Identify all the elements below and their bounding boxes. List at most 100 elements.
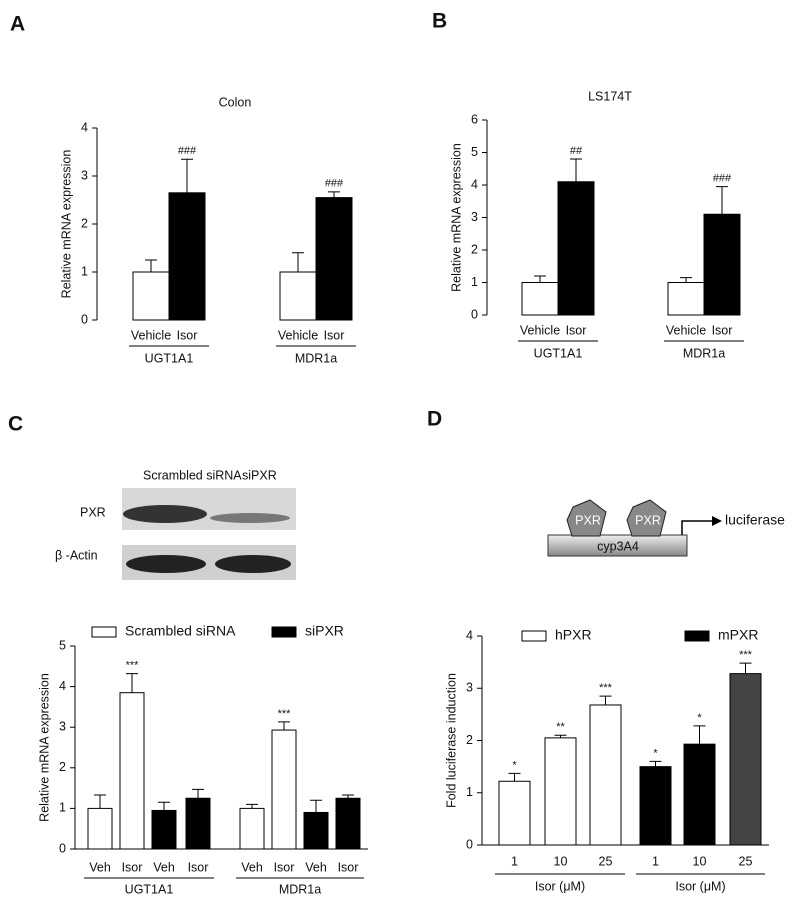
x-tick-label: Isor [122,860,143,874]
x-tick-label: Vehicle [520,323,560,337]
blot-row-label: β -Actin [55,548,98,562]
x-tick-label: Veh [241,860,263,874]
annotation: * [512,759,517,771]
x-tick-label: Isor [324,328,345,342]
bar [703,213,741,316]
x-tick-label: Isor [712,323,733,337]
annotation: * [653,747,658,759]
error-bar [158,801,170,811]
x-tick-label: Veh [305,860,327,874]
x-tick-label: Veh [89,860,111,874]
y-tick-label: 2 [471,242,478,256]
y-tick-label: 4 [471,177,478,191]
blot-lane-label: Scrambled siRNA [143,468,242,482]
group-label: UGT1A1 [125,882,174,896]
bar [335,797,361,850]
y-tick-label: 4 [81,120,88,134]
error-bar [649,760,662,767]
y-tick-label: 1 [471,275,478,289]
bar [151,809,177,850]
group-label: MDR1a [279,882,321,896]
bar [315,197,353,321]
panel-letter: B [432,10,447,33]
bar [557,181,595,316]
annotation: ** [556,721,565,733]
error-bar [693,725,706,745]
x-tick-label: Vehicle [666,323,706,337]
bar [667,282,705,316]
bar [168,192,206,321]
error-bar [680,277,692,283]
x-tick-label: Isor [188,860,209,874]
x-tick-label: 10 [693,854,707,868]
bar [119,692,145,850]
bar [729,673,762,846]
panel-letter: A [10,13,25,36]
y-tick-label: 1 [466,785,473,799]
error-bar [246,803,258,809]
x-tick-label: Isor [274,860,295,874]
error-bar [599,695,612,705]
legend-swatch [521,630,547,642]
panel-letter: C [8,413,23,436]
legend-label: Scrambled siRNA [125,623,236,639]
error-bar [181,158,193,193]
annotation: ## [570,145,583,157]
x-tick-label: Veh [153,860,175,874]
bar [589,704,622,846]
y-tick-label: 0 [471,307,478,321]
error-bar [310,799,322,813]
y-tick-label: 3 [81,168,88,182]
bar [544,737,577,846]
annotation: *** [599,682,613,694]
error-bar [508,772,521,782]
error-bar [570,158,582,182]
x-tick-label: Isor [566,323,587,337]
legend-label: siPXR [305,623,344,639]
group-label: UGT1A1 [534,346,583,360]
y-axis-label: Fold luciferase induction [444,673,458,808]
x-tick-label: Isor [177,328,198,342]
error-bar [278,721,290,731]
bar [683,743,716,846]
x-tick-label: 1 [652,854,659,868]
y-tick-label: 2 [466,733,473,747]
error-bar [534,275,546,283]
legend-swatch [271,626,297,638]
y-tick-label: 4 [59,679,66,693]
y-tick-label: 3 [59,719,66,733]
annotation: * [697,712,702,724]
x-tick-label: 1 [511,854,518,868]
legend-label: hPXR [555,627,592,643]
annotation: *** [126,660,140,672]
legend-label: mPXR [718,627,758,643]
error-bar [342,794,354,799]
legend-swatch [91,626,117,638]
x-tick-label: Vehicle [131,328,171,342]
bar [271,729,297,850]
group-label: MDR1a [295,351,337,365]
error-bar [739,662,752,674]
y-tick-label: 5 [59,638,66,652]
chart-title: Colon [219,95,252,109]
annotation: *** [739,649,753,661]
y-tick-label: 0 [81,312,88,326]
bar [303,811,329,850]
group-label: Isor (μM) [535,879,585,893]
y-tick-label: 0 [466,837,473,851]
error-bar [145,259,157,272]
x-tick-label: Isor [338,860,359,874]
y-tick-label: 1 [81,264,88,278]
error-bar [94,794,106,809]
y-tick-label: 5 [471,145,478,159]
group-label: Isor (μM) [675,879,725,893]
y-tick-label: 2 [59,760,66,774]
x-tick-label: 25 [739,854,753,868]
error-bar [554,734,567,738]
annotation: ### [325,178,344,190]
panel-letter: D [427,408,442,431]
bar [639,766,672,846]
x-tick-label: 25 [599,854,613,868]
group-label: UGT1A1 [145,351,194,365]
group-label: MDR1a [683,346,725,360]
